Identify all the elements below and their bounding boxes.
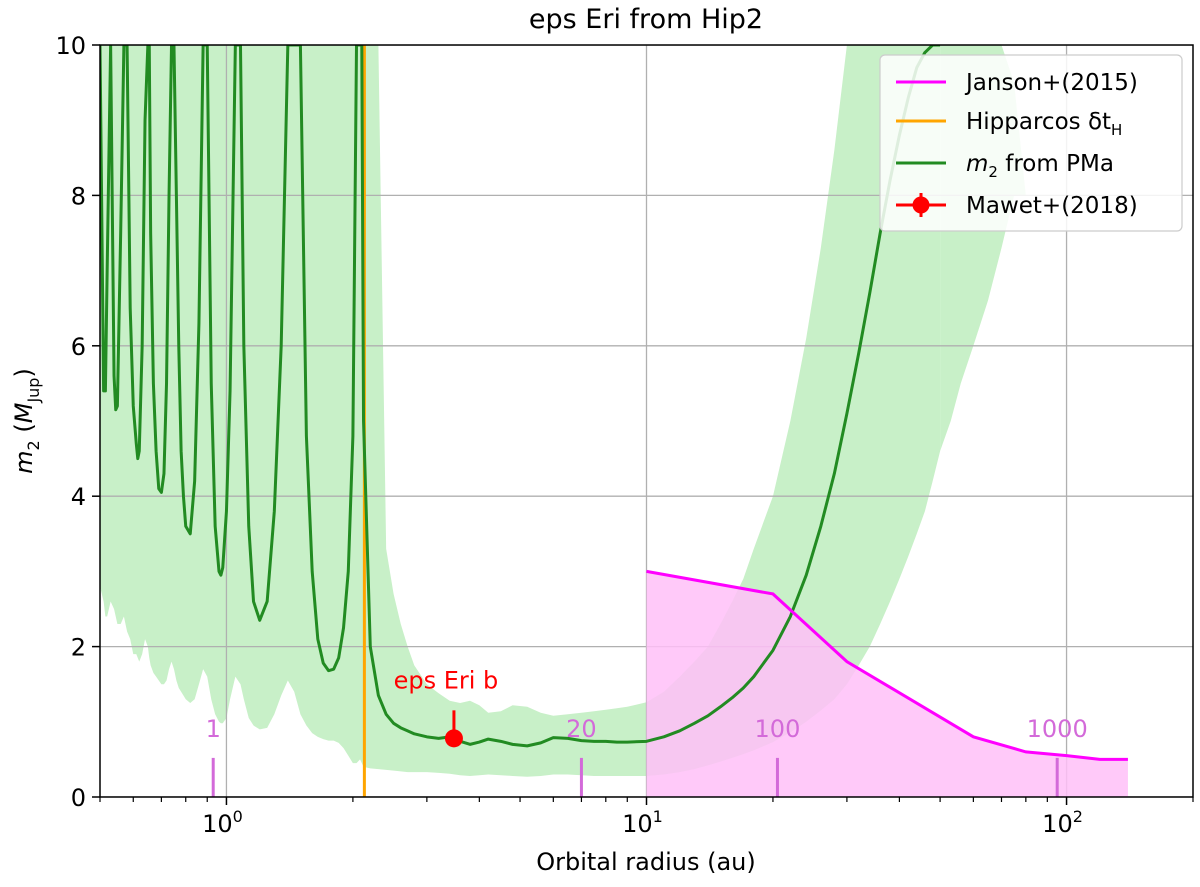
janson-area (646, 571, 1128, 797)
x-axis-ticks: 100 101 102 (99, 797, 1194, 838)
mawet-planet-label: eps Eri b (394, 666, 499, 694)
x-tick-label: 100 (202, 807, 243, 838)
legend-mawet-label: Mawet+(2018) (966, 193, 1138, 219)
mawet-point (444, 729, 463, 748)
legend-janson-label: Janson+(2015) (964, 70, 1138, 96)
legend-pma-label: m2 from PMa (966, 151, 1114, 181)
period-label: 1 (206, 715, 221, 743)
period-label: 1000 (1027, 715, 1088, 743)
period-markers: 1 20 100 1000 (206, 715, 1088, 797)
band-main (100, 45, 941, 777)
y-tick-label: 2 (71, 634, 86, 662)
x-tick-label: 102 (1042, 807, 1083, 838)
x-tick-label: 101 (622, 807, 663, 838)
y-tick-label: 4 (71, 483, 86, 511)
y-tick-label: 10 (55, 32, 86, 60)
janson-line (646, 569, 1128, 761)
y-tick-label: 8 (71, 182, 86, 210)
chart-title: eps Eri from Hip2 (529, 4, 763, 35)
y-tick-label: 6 (71, 333, 86, 361)
y-tick-label: 0 (71, 784, 86, 812)
legend-hipparcos-label: Hipparcos δtH (966, 109, 1122, 139)
period-label: 100 (755, 715, 801, 743)
pma-line (100, 45, 941, 748)
y-axis-label: m2 (MJup) (10, 368, 43, 474)
y-axis-ticks: 0 2 4 6 8 10 (55, 32, 100, 812)
legend-mawet-marker (912, 196, 930, 214)
pma-curve (100, 45, 941, 748)
janson-line (646, 569, 1128, 761)
legend-box (879, 54, 1183, 232)
janson-fill (646, 571, 1128, 797)
x-axis-label: Orbital radius (au) (536, 848, 756, 876)
legend: Janson+(2015) Hipparcos δtH m2 from PMa … (879, 54, 1183, 232)
mawet-marker: eps Eri b (394, 666, 499, 748)
